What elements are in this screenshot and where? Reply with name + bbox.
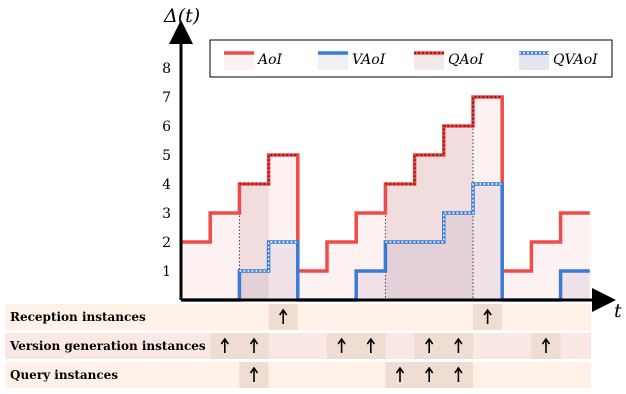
legend-label-aoi: AoI <box>256 52 283 68</box>
legend-label-qaoi: QAoI <box>448 52 484 68</box>
event-arrow-icon <box>220 337 229 353</box>
vaoi-area-segment <box>356 271 386 300</box>
event-row-band <box>5 333 591 359</box>
vaoi-area-segment <box>473 184 503 300</box>
y-tick-label: 5 <box>162 148 171 164</box>
y-tick-label: 6 <box>162 119 171 135</box>
y-axis-title: Δ(t) <box>163 5 200 27</box>
qaoi-area-segment <box>414 155 444 300</box>
series-line-qvaoi <box>239 183 503 272</box>
vaoi-area-segment <box>560 271 590 300</box>
legend-label-qvaoi: QVAoI <box>553 52 598 68</box>
vaoi-area-segment <box>443 213 473 300</box>
y-tick-label: 3 <box>162 206 171 222</box>
event-arrow-icon <box>249 366 259 382</box>
y-tick-label: 4 <box>162 177 171 193</box>
vaoi-area-segment <box>268 242 298 300</box>
event-arrow-icon <box>425 337 434 353</box>
event-arrow-icon <box>483 308 492 324</box>
event-rows: Reception instances Version generation in… <box>5 304 591 388</box>
event-row-label: Reception instances <box>10 310 146 324</box>
legend-swatch-fill <box>519 52 549 70</box>
y-tick-label: 1 <box>162 264 171 280</box>
y-tick-label: 7 <box>162 90 171 106</box>
aoi-area-segment <box>181 242 211 300</box>
event-row-band <box>5 362 591 388</box>
legend: AoI VAoI QAoI QVAoI <box>209 39 613 78</box>
event-arrow-icon <box>366 337 375 353</box>
aoi-area-segment <box>502 271 532 300</box>
event-arrow-icon <box>249 337 259 353</box>
aoi-area-segment <box>297 271 327 300</box>
event-row-label: Version generation instances <box>9 339 206 353</box>
aoi-area-segment <box>327 242 357 300</box>
axes: 1 2 3 4 5 6 7 8 Δ(t) t <box>162 5 622 322</box>
event-arrow-icon <box>541 337 551 353</box>
legend-swatch-fill <box>318 52 348 70</box>
legend-label-vaoi: VAoI <box>352 52 386 68</box>
aoi-area-segment <box>473 97 503 300</box>
vaoi-area-segment <box>414 242 444 300</box>
legend-box <box>209 39 613 78</box>
event-arrow-icon <box>454 366 463 382</box>
event-arrow-icon <box>279 308 288 324</box>
y-tick-label: 2 <box>162 235 171 251</box>
event-arrow-icon <box>425 366 434 382</box>
aoi-area-segment <box>210 213 240 300</box>
series-line-qaoi <box>239 96 503 185</box>
qaoi-area-segment <box>239 184 269 300</box>
aoi-area-segment <box>239 184 269 300</box>
x-axis-title: t <box>614 300 622 322</box>
vaoi-area-segment <box>239 271 269 300</box>
event-arrow-icon <box>337 337 346 353</box>
aoi-area-segment <box>356 213 386 300</box>
aoi-area-segment <box>531 242 561 300</box>
event-arrow-icon <box>454 337 463 353</box>
event-arrow-icon <box>395 366 405 382</box>
aoi-area-segment <box>560 213 590 300</box>
aoi-area-segment <box>268 155 298 300</box>
series-line-aoi <box>181 95 590 273</box>
aoi-area-segment <box>414 155 444 300</box>
y-tick-label: 8 <box>162 61 171 77</box>
legend-swatch-fill <box>414 52 444 70</box>
event-row-label: Query instances <box>10 368 118 382</box>
legend-swatch-fill <box>224 52 254 70</box>
vaoi-area-segment <box>385 242 415 300</box>
